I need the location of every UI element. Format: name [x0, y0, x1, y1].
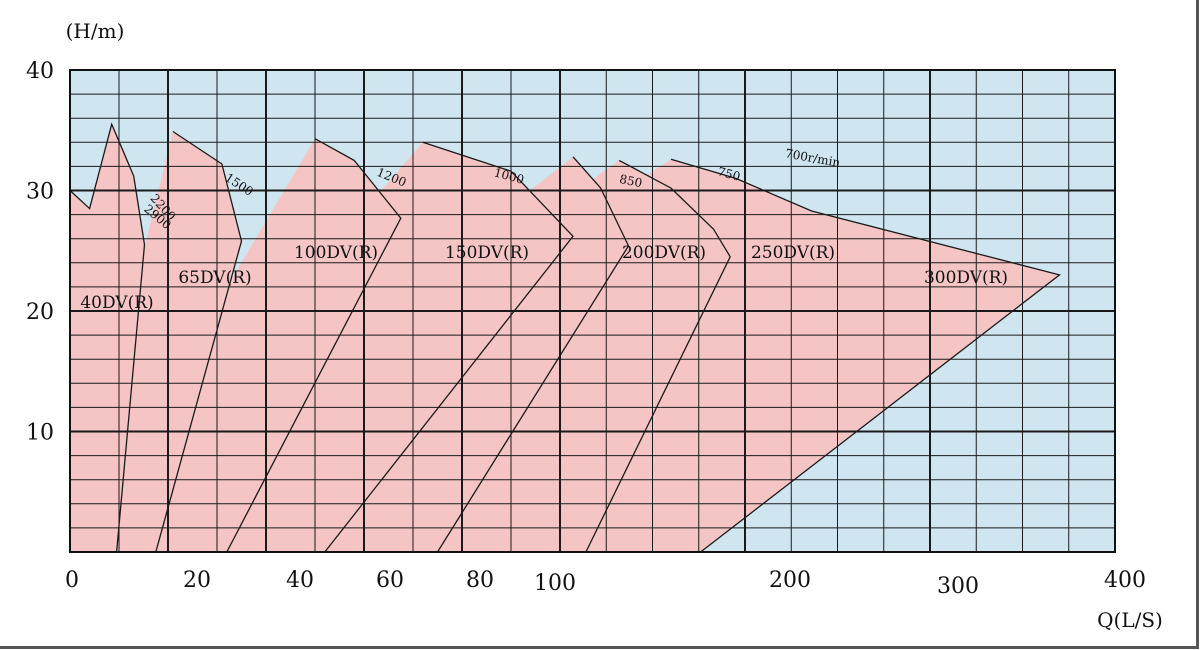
- model-label: 300DV(R): [924, 268, 1008, 288]
- outline-200dv-r-: [436, 156, 630, 553]
- grid-lines: [69, 69, 1116, 553]
- x-tick-label: 300: [937, 574, 979, 599]
- y-tick-label: 10: [26, 421, 54, 446]
- model-label: 200DV(R): [622, 243, 706, 263]
- region-300dv-r-: [70, 159, 1060, 552]
- region-65dv-r-: [70, 131, 242, 552]
- model-label: 150DV(R): [445, 243, 529, 263]
- speed-label: 750: [716, 164, 742, 183]
- x-tick-label: 60: [376, 568, 404, 593]
- outline-40dv-r-: [69, 122, 146, 553]
- x-tick-label: 200: [769, 568, 811, 593]
- model-label: 40DV(R): [80, 293, 153, 313]
- y-tick-label: 20: [26, 300, 54, 325]
- x-tick-label: 0: [65, 568, 79, 593]
- y-axis-label: (H/m): [66, 19, 125, 43]
- outline-65dv-r-: [155, 130, 243, 553]
- x-axis-label: Q(L/S): [1097, 608, 1163, 632]
- x-tick-label: 20: [183, 568, 211, 593]
- x-tick-label: 100: [534, 571, 576, 596]
- model-label: 250DV(R): [751, 243, 835, 263]
- speed-label: 850: [618, 172, 643, 190]
- model-label: 65DV(R): [178, 268, 251, 288]
- plot-border: [69, 69, 1116, 553]
- y-tick-label: 40: [26, 59, 54, 84]
- region-150dv-r-: [70, 142, 573, 553]
- x-tick-label: 400: [1104, 568, 1146, 593]
- x-tick-label: 80: [466, 568, 494, 593]
- y-tick-label: 30: [26, 180, 54, 205]
- outline-250dv-r-: [585, 159, 731, 553]
- outline-300dv-r-: [670, 158, 1061, 553]
- outline-150dv-r-: [324, 141, 574, 553]
- model-label: 100DV(R): [294, 243, 378, 263]
- outline-100dv-r-: [226, 138, 402, 553]
- region-100dv-r-: [70, 138, 401, 552]
- x-tick-label: 40: [286, 568, 314, 593]
- pump-region-outlines: [69, 122, 1061, 553]
